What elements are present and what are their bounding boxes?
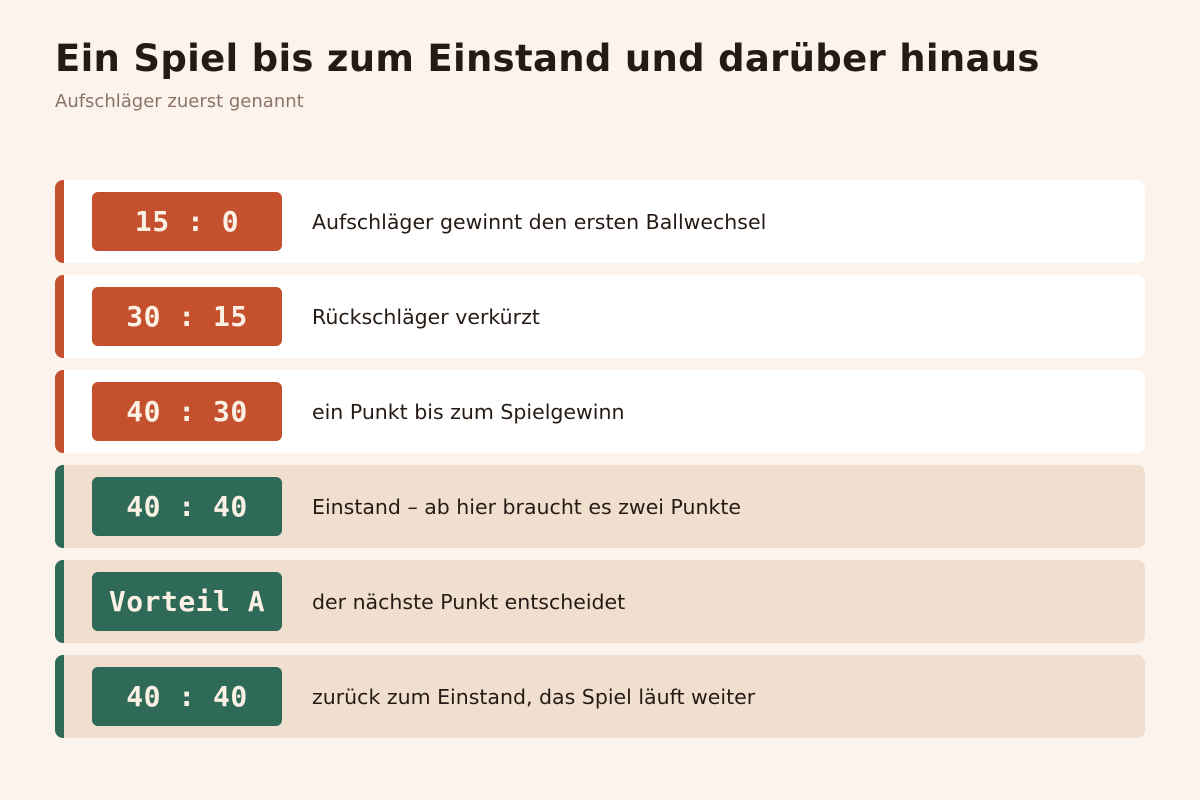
score-row-5: Vorteil A der nächste Punkt entscheidet [55, 560, 1145, 643]
page-subtitle: Aufschläger zuerst genannt [55, 91, 304, 112]
row-accent-bar [55, 275, 64, 358]
score-badge: 40 : 40 [92, 667, 282, 726]
row-accent-bar [55, 180, 64, 263]
score-row-6: 40 : 40 zurück zum Einstand, das Spiel l… [55, 655, 1145, 738]
score-description: Aufschläger gewinnt den ersten Ballwechs… [312, 209, 767, 234]
score-badge: 40 : 30 [92, 382, 282, 441]
header: Ein Spiel bis zum Einstand und darüber h… [55, 36, 1040, 114]
score-badge: Vorteil A [92, 572, 282, 631]
row-accent-bar [55, 465, 64, 548]
row-accent-bar [55, 370, 64, 453]
score-row-4: 40 : 40 Einstand – ab hier braucht es zw… [55, 465, 1145, 548]
score-badge: 15 : 0 [92, 192, 282, 251]
score-description: Rückschläger verkürzt [312, 304, 540, 329]
score-description: zurück zum Einstand, das Spiel läuft wei… [312, 684, 756, 709]
score-list: 15 : 0 Aufschläger gewinnt den ersten Ba… [55, 180, 1145, 750]
page-title: Ein Spiel bis zum Einstand und darüber h… [55, 37, 1040, 80]
score-description: der nächste Punkt entscheidet [312, 589, 626, 614]
score-row-3: 40 : 30 ein Punkt bis zum Spielgewinn [55, 370, 1145, 453]
score-description: ein Punkt bis zum Spielgewinn [312, 399, 625, 424]
score-badge: 30 : 15 [92, 287, 282, 346]
score-description: Einstand – ab hier braucht es zwei Punkt… [312, 494, 742, 519]
row-accent-bar [55, 655, 64, 738]
row-accent-bar [55, 560, 64, 643]
score-row-1: 15 : 0 Aufschläger gewinnt den ersten Ba… [55, 180, 1145, 263]
score-row-2: 30 : 15 Rückschläger verkürzt [55, 275, 1145, 358]
score-badge: 40 : 40 [92, 477, 282, 536]
